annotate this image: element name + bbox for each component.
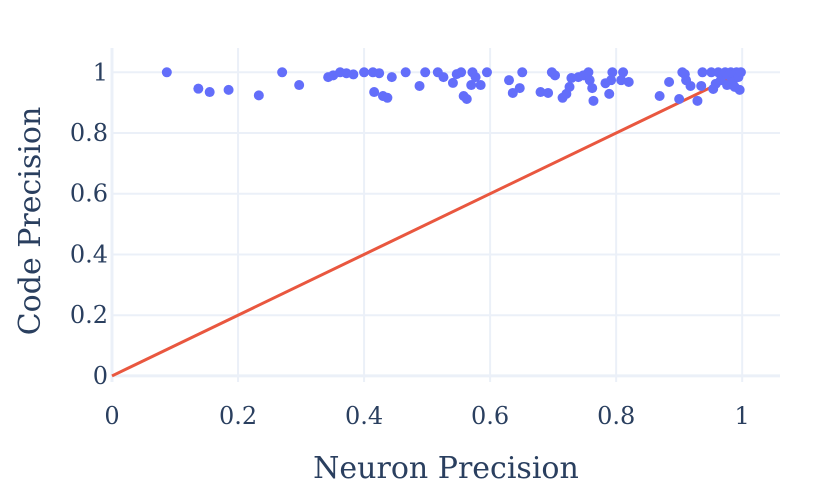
x-axis-title: Neuron Precision (313, 451, 579, 486)
data-point (583, 67, 594, 78)
data-point (369, 87, 380, 98)
data-point (414, 80, 425, 91)
data-point (193, 83, 204, 94)
data-point (623, 77, 634, 88)
data-point (294, 80, 305, 91)
data-point (587, 83, 598, 94)
data-point (382, 92, 393, 103)
x-tick-label: 0.4 (345, 402, 383, 430)
data-point (470, 72, 481, 83)
data-points (161, 67, 746, 106)
y-tick-label: 0.6 (70, 180, 108, 208)
data-point (475, 80, 486, 91)
data-point (618, 67, 629, 78)
data-point (466, 80, 477, 91)
data-point (359, 67, 370, 78)
y-tick-label: 0.2 (70, 301, 108, 329)
data-point (584, 75, 595, 86)
y-tick-label: 0.8 (70, 119, 108, 147)
data-point (543, 87, 554, 98)
data-point (386, 72, 397, 83)
x-tick-label: 1 (735, 402, 750, 430)
y-tick-label: 0 (93, 362, 108, 390)
data-point (514, 83, 525, 94)
data-point (504, 75, 515, 86)
gridlines (110, 48, 780, 382)
data-point (374, 68, 385, 79)
data-point (438, 72, 449, 83)
data-point (664, 77, 675, 88)
data-point (348, 69, 359, 80)
data-point (697, 67, 708, 78)
data-point (564, 81, 575, 92)
data-point (604, 88, 615, 99)
data-point (734, 84, 745, 95)
data-point (461, 94, 472, 105)
data-point (481, 67, 492, 78)
data-point (616, 75, 627, 86)
x-tick-label: 0.2 (219, 402, 257, 430)
y-axis-title: Code Precision (13, 107, 48, 336)
data-point (447, 77, 458, 88)
data-point (550, 70, 561, 81)
data-point (456, 67, 467, 78)
data-point (535, 87, 546, 98)
x-tick-label: 0.8 (597, 402, 635, 430)
data-point (735, 67, 746, 78)
data-point (507, 87, 518, 98)
data-point (400, 67, 411, 78)
data-point (607, 67, 618, 78)
data-point (253, 90, 264, 101)
data-point (706, 67, 717, 78)
y-tick-label: 1 (93, 58, 108, 86)
data-point (517, 67, 528, 78)
data-point (588, 95, 599, 106)
data-point (204, 87, 215, 98)
data-point (277, 67, 288, 78)
data-point (654, 90, 665, 101)
x-tick-label: 0 (104, 402, 119, 430)
data-point (420, 67, 431, 78)
data-point (223, 84, 234, 95)
data-point (696, 80, 707, 91)
tick-labels: 0 0.2 0.4 0.6 0.8 1 0 0.2 0.4 0.6 0.8 1 (70, 58, 750, 430)
data-point (685, 80, 696, 91)
reference-line-layer (111, 70, 743, 378)
y-tick-label: 0.4 (70, 240, 108, 268)
data-point (161, 67, 172, 78)
data-point (674, 94, 685, 105)
data-point (692, 95, 703, 106)
reference-line (111, 70, 743, 378)
data-point (606, 75, 617, 86)
x-tick-label: 0.6 (471, 402, 509, 430)
